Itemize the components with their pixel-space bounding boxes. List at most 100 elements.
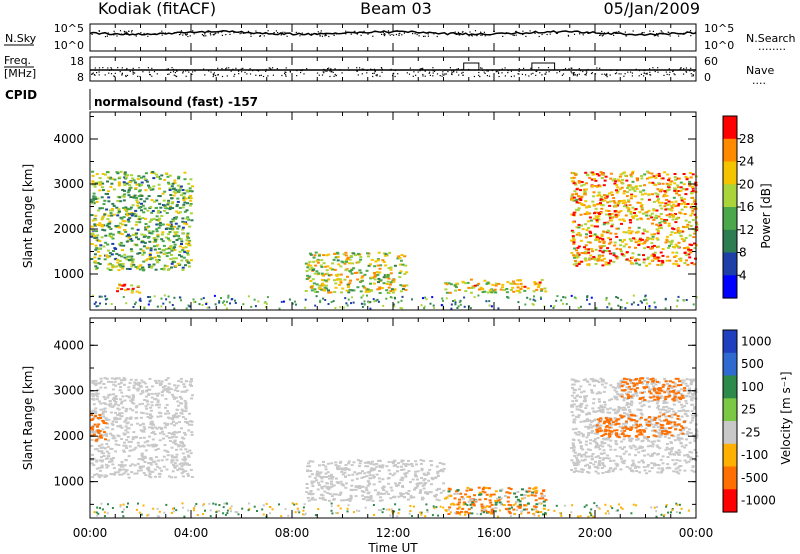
velocity-echo-cell: [111, 428, 115, 431]
velocity-echo-cell: [112, 457, 115, 459]
power-echo-cell: [454, 303, 457, 306]
velocity-echo-cell: [94, 379, 98, 382]
velocity-echo-cell: [659, 471, 663, 474]
velocity-echo-cell: [318, 497, 322, 500]
velocity-echo-cell: [428, 468, 432, 471]
velocity-echo-cell: [167, 432, 171, 434]
power-echo-cell: [389, 281, 393, 284]
power-echo-cell: [115, 171, 119, 174]
power-echo-cell: [355, 261, 359, 264]
power-echo-cell: [595, 307, 598, 310]
power-echo-cell: [116, 287, 120, 290]
nave-point: [692, 75, 695, 77]
nave-point: [679, 68, 681, 70]
velocity-echo-cell: [150, 404, 154, 407]
power-echo-cell: [122, 244, 126, 247]
power-echo-cell: [159, 251, 163, 254]
velocity-echo-cell: [128, 445, 132, 448]
velocity-echo-cell: [507, 510, 511, 513]
power-echo-cell: [667, 224, 671, 227]
power-echo-cell: [334, 286, 338, 289]
power-echo-cell: [591, 185, 595, 187]
velocity-echo-cell: [110, 422, 114, 425]
velocity-echo-cell: [320, 480, 324, 483]
velocity-echo-cell: [581, 435, 585, 438]
velocity-echo-cell: [113, 380, 117, 383]
power-echo-cell: [359, 271, 363, 274]
power-echo-cell: [603, 221, 607, 224]
velocity-echo-cell: [175, 453, 179, 456]
power-echo-cell: [679, 230, 683, 233]
power-echo-cell: [651, 245, 654, 248]
power-echo-cell: [622, 199, 626, 202]
power-echo-cell: [457, 305, 460, 308]
nsearch-point: [277, 32, 279, 34]
velocity-echo-cell: [622, 438, 626, 441]
power-echo-cell: [628, 259, 632, 262]
velocity-echo-cell: [366, 499, 370, 502]
power-echo-cell: [350, 272, 354, 275]
power-echo-cell: [327, 253, 331, 256]
power-echo-cell: [106, 256, 110, 259]
power-echo-cell: [107, 225, 111, 228]
power-echo-cell: [376, 288, 380, 291]
power-echo-cell: [616, 202, 620, 205]
velocity-echo-cell: [326, 471, 330, 474]
power-echo-cell: [327, 289, 330, 292]
nave-point: [361, 68, 363, 70]
nsearch-point: [382, 31, 384, 34]
power-echo-cell: [95, 247, 99, 250]
power-echo-cell: [98, 177, 102, 180]
velocity-echo-cell: [391, 462, 395, 465]
velocity-echo-cell: [405, 463, 409, 466]
power-echo-cell: [624, 214, 628, 217]
power-echo-cell: [627, 200, 631, 203]
power-echo-cell: [123, 184, 127, 187]
velocity-echo-cell: [97, 437, 101, 440]
velocity-echo-cell: [637, 461, 641, 464]
nsearch-point: [186, 33, 188, 35]
velocity-echo-cell: [674, 412, 678, 414]
power-echo-cell: [345, 260, 349, 263]
power-echo-cell: [675, 218, 678, 221]
power-echo-cell: [136, 204, 140, 207]
velocity-echo-cell: [366, 465, 370, 468]
power-echo-cell: [685, 188, 689, 191]
power-echo-cell: [148, 254, 152, 256]
velocity-echo-cell: [505, 508, 509, 511]
power-echo-cell: [675, 263, 679, 266]
power-echo-cell: [583, 188, 587, 191]
velocity-echo-cell: [321, 498, 325, 501]
power-echo-cell: [107, 263, 111, 266]
power-echo-cell: [379, 279, 383, 282]
velocity-echo-cell: [334, 464, 338, 467]
velocity-echo-cell: [136, 389, 140, 392]
velocity-echo-cell: [685, 395, 689, 397]
velocity-echo-cell: [620, 430, 623, 432]
power-echo-cell: [590, 178, 594, 181]
velocity-echo-cell: [177, 444, 181, 447]
velocity-echo-cell: [129, 464, 132, 467]
velocity-echo-cell: [182, 443, 186, 446]
velocity-echo-cell: [127, 476, 131, 479]
power-echo-cell: [149, 249, 153, 252]
power-echo-cell: [643, 299, 646, 302]
power-echo-cell: [315, 290, 319, 293]
power-echo-cell: [493, 288, 497, 291]
velocity-echo-cell: [445, 496, 449, 499]
nave-point: [576, 75, 578, 77]
power-echo-cell: [167, 183, 171, 186]
power-echo-cell: [95, 173, 99, 176]
velocity-echo-cell: [678, 418, 682, 421]
velocity-echo-cell: [91, 431, 95, 434]
velocity-echo-cell: [591, 407, 595, 410]
velocity-echo-cell: [652, 382, 656, 384]
velocity-echo-cell: [149, 476, 153, 479]
power-echo-cell: [577, 180, 581, 182]
power-echo-cell: [538, 281, 542, 284]
velocity-echo-cell: [496, 497, 500, 500]
velocity-echo-cell: [370, 460, 374, 463]
power-echo-cell: [571, 235, 575, 238]
velocity-echo-cell: [430, 483, 433, 486]
power-echo-cell: [111, 202, 115, 205]
